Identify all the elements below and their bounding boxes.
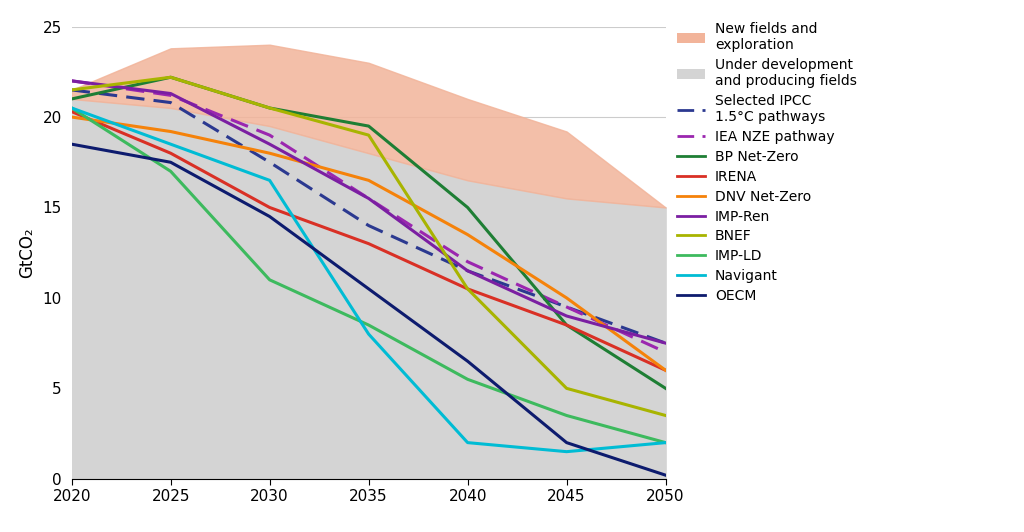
Y-axis label: GtCO₂: GtCO₂ [17,227,36,278]
Legend: New fields and
exploration, Under development
and producing fields, Selected IPC: New fields and exploration, Under develo… [678,22,857,303]
